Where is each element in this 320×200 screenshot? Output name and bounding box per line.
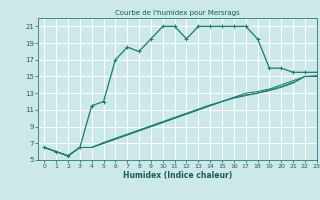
X-axis label: Humidex (Indice chaleur): Humidex (Indice chaleur) xyxy=(123,171,232,180)
Title: Courbe de l'humidex pour Mersrags: Courbe de l'humidex pour Mersrags xyxy=(115,10,240,16)
